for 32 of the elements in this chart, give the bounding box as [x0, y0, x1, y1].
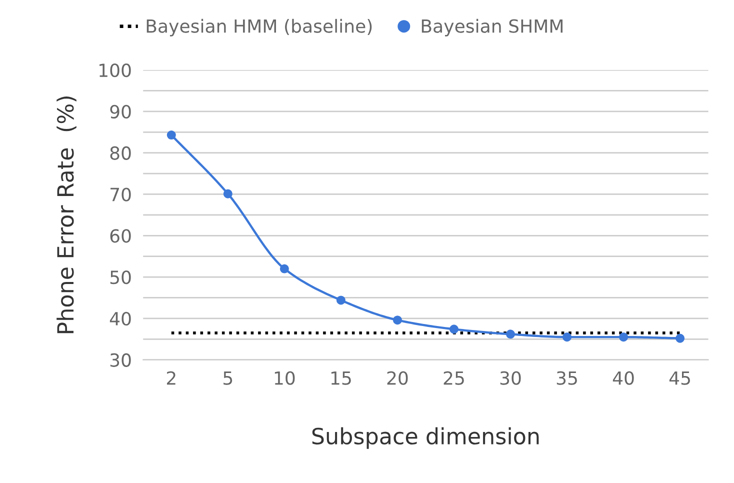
- x-tick-label: 5: [224, 372, 232, 385]
- y-tick-label: 30: [110, 353, 131, 367]
- y-tick-label: 50: [110, 270, 131, 284]
- point: [166, 130, 176, 140]
- point: [223, 189, 232, 198]
- point: [392, 316, 402, 325]
- x-tick-label: 25: [444, 371, 464, 385]
- y-tick-label: 100: [100, 63, 131, 78]
- y-tick-label: 40: [110, 312, 131, 326]
- x-axis-title: Subspace dimension: [312, 427, 539, 449]
- y-tick-label: 70: [110, 188, 131, 202]
- x-tick-label: 45: [669, 372, 690, 385]
- x-tick-label: 40: [612, 371, 634, 385]
- point: [676, 334, 685, 343]
- point: [562, 332, 572, 342]
- x-tick-label: 35: [556, 371, 577, 385]
- x-tick-label: 2: [166, 371, 176, 385]
- point: [336, 296, 346, 305]
- legend-label: Bayesian SHMM: [422, 18, 562, 36]
- point: [619, 332, 628, 342]
- y-tick-label: 60: [110, 229, 131, 243]
- point: [280, 264, 289, 274]
- legend-label: Bayesian HMM (baseline): [146, 18, 372, 36]
- point: [506, 330, 516, 339]
- x-tick-label: 30: [500, 371, 521, 385]
- point: [449, 324, 458, 334]
- y-axis-title: Phone Error Rate (%): [56, 96, 76, 334]
- y-tick-label: 80: [110, 146, 131, 160]
- x-tick-label: 20: [387, 371, 408, 385]
- y-tick-label: 90: [110, 104, 131, 119]
- x-tick-label: 15: [331, 372, 351, 385]
- x-tick-label: 10: [274, 371, 295, 385]
